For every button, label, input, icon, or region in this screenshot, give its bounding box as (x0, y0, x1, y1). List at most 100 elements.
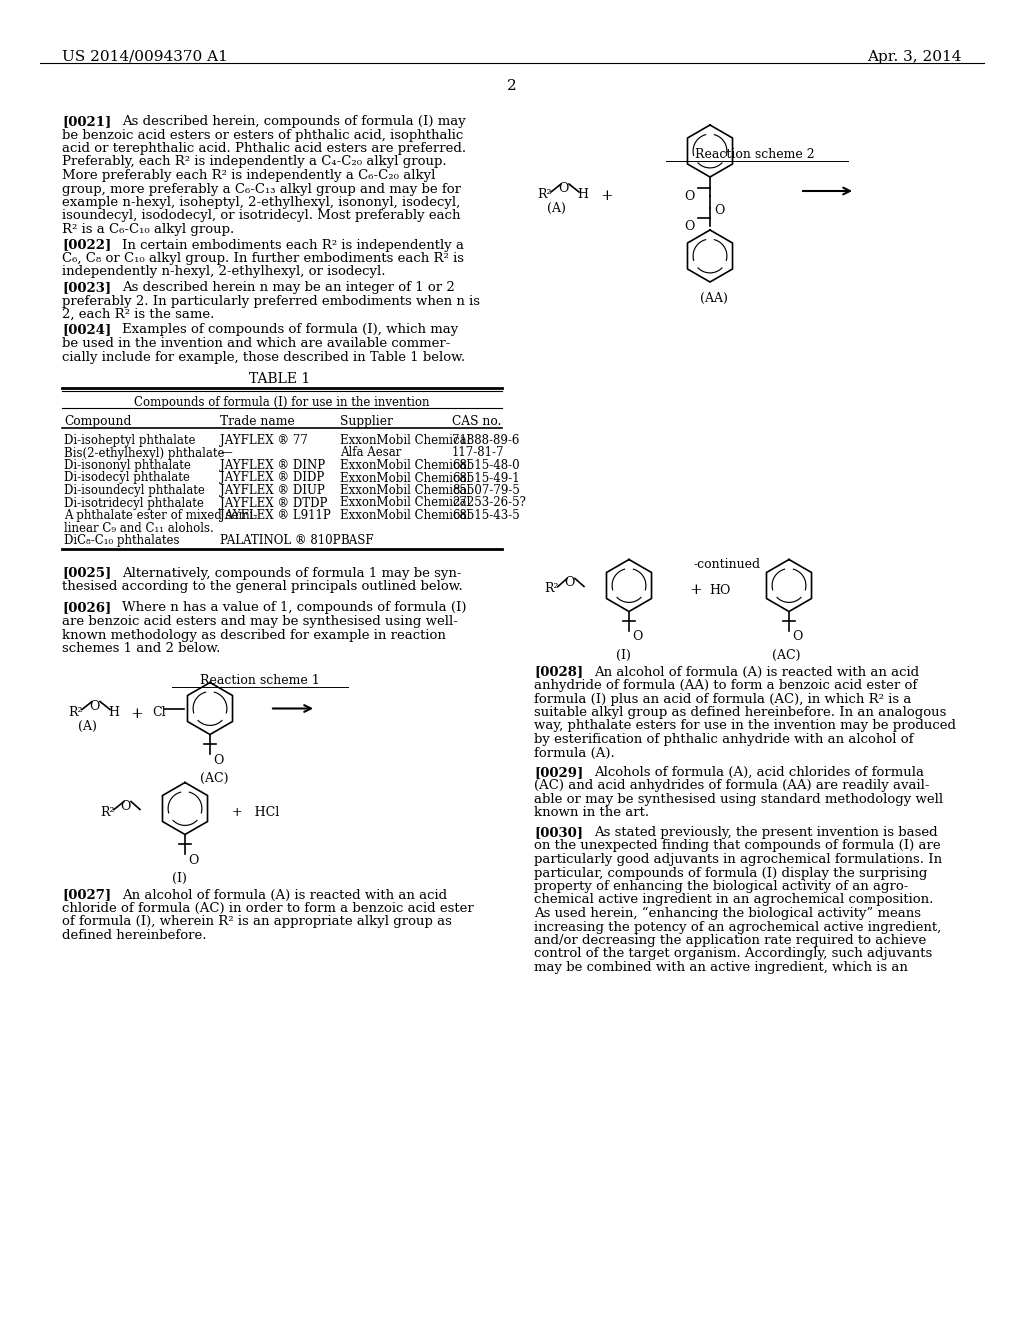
Text: +: + (600, 189, 612, 203)
Text: Bis(2-ethylhexyl) phthalate: Bis(2-ethylhexyl) phthalate (63, 446, 224, 459)
Text: O: O (714, 205, 724, 216)
Text: +   HCl: + HCl (232, 807, 280, 820)
Text: isoundecyl, isododecyl, or isotridecyl. Most preferably each: isoundecyl, isododecyl, or isotridecyl. … (62, 210, 461, 223)
Text: increasing the potency of an agrochemical active ingredient,: increasing the potency of an agrochemica… (534, 920, 941, 933)
Text: chloride of formula (AC) in order to form a benzoic acid ester: chloride of formula (AC) in order to for… (62, 902, 474, 915)
Text: known in the art.: known in the art. (534, 807, 649, 820)
Text: [0027]: [0027] (62, 888, 112, 902)
Text: O: O (684, 190, 694, 203)
Text: Reaction scheme 2: Reaction scheme 2 (695, 148, 815, 161)
Text: Trade name: Trade name (220, 414, 295, 428)
Text: schemes 1 and 2 below.: schemes 1 and 2 below. (62, 642, 220, 655)
Text: be used in the invention and which are available commer-: be used in the invention and which are a… (62, 337, 451, 350)
Text: Reaction scheme 1: Reaction scheme 1 (200, 673, 319, 686)
Text: independently n-hexyl, 2-ethylhexyl, or isodecyl.: independently n-hexyl, 2-ethylhexyl, or … (62, 265, 385, 279)
Text: formula (I) plus an acid of formula (AC), in which R² is a: formula (I) plus an acid of formula (AC)… (534, 693, 911, 705)
Text: Examples of compounds of formula (I), which may: Examples of compounds of formula (I), wh… (122, 323, 459, 337)
Text: anhydride of formula (AA) to form a benzoic acid ester of: anhydride of formula (AA) to form a benz… (534, 678, 918, 692)
Text: and/or decreasing the application rate required to achieve: and/or decreasing the application rate r… (534, 935, 927, 946)
Text: (A): (A) (78, 719, 97, 733)
Text: [0030]: [0030] (534, 826, 583, 840)
Text: Compounds of formula (I) for use in the invention: Compounds of formula (I) for use in the … (134, 396, 430, 409)
Text: Alternatively, compounds of formula 1 may be syn-: Alternatively, compounds of formula 1 ma… (122, 566, 462, 579)
Text: As described herein n may be an integer of 1 or 2: As described herein n may be an integer … (122, 281, 455, 294)
Text: ExxonMobil Chemical: ExxonMobil Chemical (340, 510, 470, 521)
Text: of formula (I), wherein R² is an appropriate alkyl group as: of formula (I), wherein R² is an appropr… (62, 916, 452, 928)
Text: R²: R² (68, 705, 83, 718)
Text: (AA): (AA) (700, 292, 728, 305)
Text: (I): (I) (172, 871, 186, 884)
Text: particularly good adjuvants in agrochemical formulations. In: particularly good adjuvants in agrochemi… (534, 853, 942, 866)
Text: DiC₈-C₁₀ phthalates: DiC₈-C₁₀ phthalates (63, 535, 179, 546)
Text: Alcohols of formula (A), acid chlorides of formula: Alcohols of formula (A), acid chlorides … (594, 766, 924, 779)
Text: ExxonMobil Chemical: ExxonMobil Chemical (340, 459, 470, 473)
Text: O: O (792, 631, 803, 644)
Text: -continued: -continued (694, 558, 761, 572)
Text: (AC) and acid anhydrides of formula (AA) are readily avail-: (AC) and acid anhydrides of formula (AA)… (534, 780, 930, 792)
Text: Cl: Cl (152, 706, 166, 719)
Text: control of the target organism. Accordingly, such adjuvants: control of the target organism. Accordin… (534, 948, 932, 961)
Text: C₆, C₈ or C₁₀ alkyl group. In further embodiments each R² is: C₆, C₈ or C₁₀ alkyl group. In further em… (62, 252, 464, 265)
Text: Supplier: Supplier (340, 414, 393, 428)
Text: way, phthalate esters for use in the invention may be produced: way, phthalate esters for use in the inv… (534, 719, 956, 733)
Text: linear C₉ and C₁₁ alohols.: linear C₉ and C₁₁ alohols. (63, 521, 214, 535)
Text: defined hereinbefore.: defined hereinbefore. (62, 929, 207, 942)
Text: (AC): (AC) (200, 771, 228, 784)
Text: CAS no.: CAS no. (452, 414, 502, 428)
Text: ExxonMobil Chemical: ExxonMobil Chemical (340, 484, 470, 498)
Text: +: + (689, 583, 701, 598)
Text: R² is a C₆-C₁₀ alkyl group.: R² is a C₆-C₁₀ alkyl group. (62, 223, 234, 236)
Text: JAYFLEX ® DTDP: JAYFLEX ® DTDP (220, 496, 328, 510)
Text: [0021]: [0021] (62, 115, 112, 128)
Text: JAYFLEX ® DIDP: JAYFLEX ® DIDP (220, 471, 325, 484)
Text: [0023]: [0023] (62, 281, 112, 294)
Text: As stated previously, the present invention is based: As stated previously, the present invent… (594, 826, 938, 840)
Text: O: O (684, 220, 694, 234)
Text: O: O (213, 754, 223, 767)
Text: Preferably, each R² is independently a C₄-C₂₀ alkyl group.: Preferably, each R² is independently a C… (62, 156, 446, 169)
Text: 68515-43-5: 68515-43-5 (452, 510, 520, 521)
Text: H: H (577, 187, 588, 201)
Text: An alcohol of formula (A) is reacted with an acid: An alcohol of formula (A) is reacted wit… (594, 665, 920, 678)
Text: (AC): (AC) (772, 648, 801, 661)
Text: chemical active ingredient in an agrochemical composition.: chemical active ingredient in an agroche… (534, 894, 933, 907)
Text: suitable alkyl group as defined hereinbefore. In an analogous: suitable alkyl group as defined hereinbe… (534, 706, 946, 719)
Text: 85507-79-5: 85507-79-5 (452, 484, 520, 498)
Text: O: O (632, 631, 642, 644)
Text: As described herein, compounds of formula (I) may: As described herein, compounds of formul… (122, 115, 466, 128)
Text: ExxonMobil Chemical: ExxonMobil Chemical (340, 471, 470, 484)
Text: TABLE 1: TABLE 1 (250, 372, 310, 385)
Text: In certain embodiments each R² is independently a: In certain embodiments each R² is indepe… (122, 239, 464, 252)
Text: JAYFLEX ® DIUP: JAYFLEX ® DIUP (220, 484, 325, 498)
Text: on the unexpected finding that compounds of formula (I) are: on the unexpected finding that compounds… (534, 840, 941, 853)
Text: [0028]: [0028] (534, 665, 583, 678)
Text: formula (A).: formula (A). (534, 747, 614, 759)
Text: [0024]: [0024] (62, 323, 112, 337)
Text: particular, compounds of formula (I) display the surprising: particular, compounds of formula (I) dis… (534, 866, 928, 879)
Text: As used herein, “enhancing the biological activity” means: As used herein, “enhancing the biologica… (534, 907, 921, 920)
Text: 68515-48-0: 68515-48-0 (452, 459, 519, 473)
Text: [0025]: [0025] (62, 566, 112, 579)
Text: [0029]: [0029] (534, 766, 584, 779)
Text: 117-81-7: 117-81-7 (452, 446, 505, 459)
Text: acid or terephthalic acid. Phthalic acid esters are preferred.: acid or terephthalic acid. Phthalic acid… (62, 143, 466, 154)
Text: may be combined with an active ingredient, which is an: may be combined with an active ingredien… (534, 961, 908, 974)
Text: 2, each R² is the same.: 2, each R² is the same. (62, 308, 214, 321)
Text: Where n has a value of 1, compounds of formula (I): Where n has a value of 1, compounds of f… (122, 602, 467, 615)
Text: Apr. 3, 2014: Apr. 3, 2014 (867, 50, 962, 63)
Text: thesised according to the general principals outlined below.: thesised according to the general princi… (62, 579, 463, 593)
Text: O: O (188, 854, 199, 866)
Text: Di-isotridecyl phthalate: Di-isotridecyl phthalate (63, 496, 204, 510)
Text: [0026]: [0026] (62, 602, 112, 615)
Text: 2: 2 (507, 79, 517, 92)
Text: Di-isoheptyl phthalate: Di-isoheptyl phthalate (63, 434, 196, 447)
Text: R²: R² (544, 582, 558, 595)
Text: +: + (130, 706, 142, 721)
Text: Di-isononyl phthalate: Di-isononyl phthalate (63, 459, 190, 473)
Text: (I): (I) (616, 648, 631, 661)
Text: 68515-49-1: 68515-49-1 (452, 471, 519, 484)
Text: ExxonMobil Chemical: ExxonMobil Chemical (340, 496, 470, 510)
Text: 27253-26-5?: 27253-26-5? (452, 496, 526, 510)
Text: A phthalate ester of mixed semi-: A phthalate ester of mixed semi- (63, 510, 257, 521)
Text: R²: R² (537, 187, 552, 201)
